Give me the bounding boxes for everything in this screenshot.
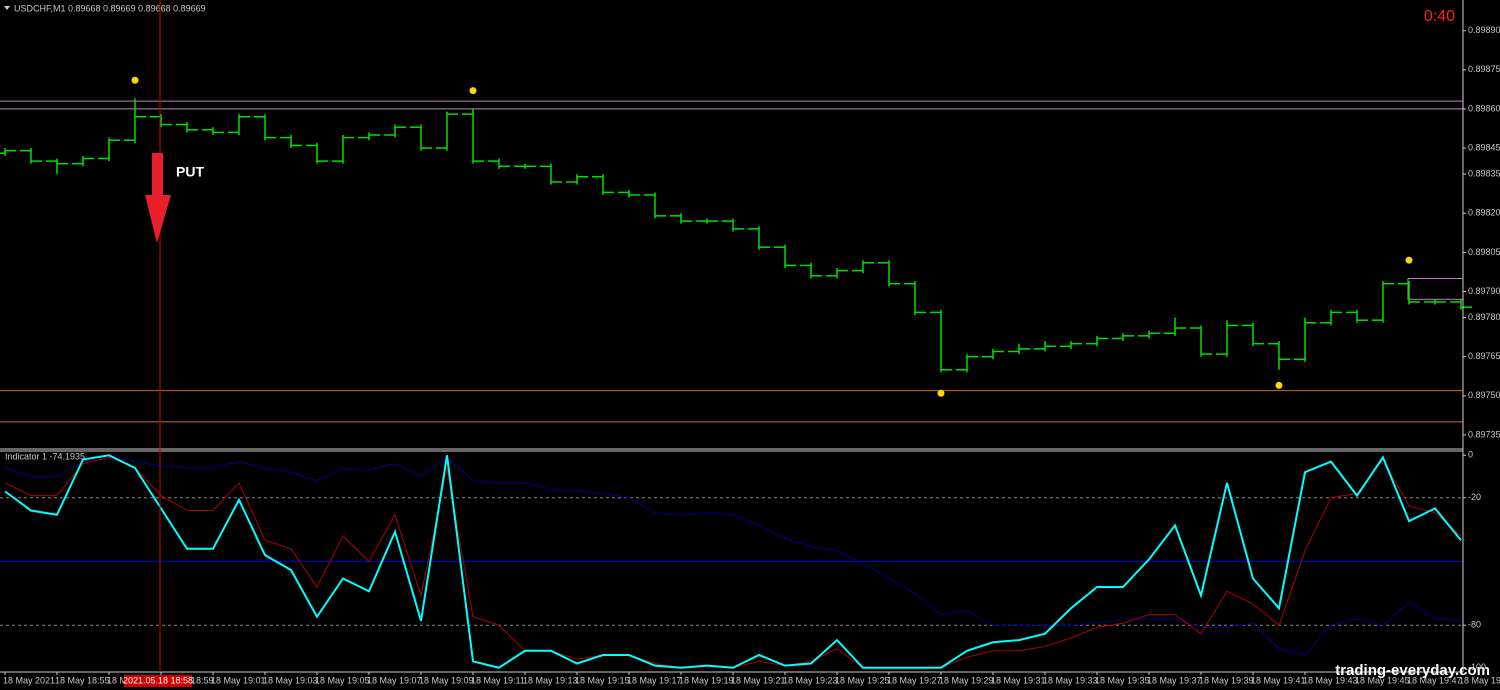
indicator-title: Indicator 1 -74.1935 — [5, 451, 85, 461]
x-tick-label: 18 May 19:17 — [627, 675, 682, 685]
y-tick-label: 0.89845 — [1468, 142, 1500, 152]
y-tick-label: 0 — [1468, 450, 1473, 460]
crosshair-label: 2021.05.18 18:58 — [123, 675, 193, 685]
x-tick-label: 18 May 19:01 — [211, 675, 266, 685]
indicator-line — [4, 454, 1462, 669]
x-tick-label: 18 May 19:39 — [1199, 675, 1254, 685]
x-tick-label: 18 May 19:27 — [887, 675, 942, 685]
x-tick-label: 18 May 18:55 — [55, 675, 110, 685]
y-tick-label: -20 — [1468, 492, 1481, 502]
indicator-line — [4, 454, 1462, 656]
y-tick-label: 0.89890 — [1468, 25, 1500, 35]
fractal-dot — [1405, 256, 1413, 264]
y-tick-label: 0.89860 — [1468, 103, 1500, 113]
chart-header: USDCHF,M1 0.89668 0.89669 0.89668 0.8966… — [14, 3, 206, 13]
x-tick-label: 18 May 19:13 — [523, 675, 578, 685]
y-tick-label: 0.89765 — [1468, 351, 1500, 361]
x-tick-label: 18 May 19:03 — [263, 675, 318, 685]
y-tick-label: -100 — [1468, 662, 1486, 672]
fractal-dot — [469, 87, 477, 95]
x-tick-label: 18 May 19:21 — [731, 675, 786, 685]
fractal-dot — [131, 76, 139, 84]
x-tick-label: 18 May 19:09 — [419, 675, 474, 685]
fractal-dot — [1275, 381, 1283, 389]
put-arrow — [145, 153, 171, 243]
x-tick-label: 18 May 19:31 — [991, 675, 1046, 685]
x-tick-label: 18 May 19:23 — [783, 675, 838, 685]
fractal-dot — [937, 389, 945, 397]
x-tick-label: 18 May 19:33 — [1043, 675, 1098, 685]
x-tick-label: 18 May 2021 — [3, 675, 55, 685]
x-tick-label: 18 May 19:45 — [1355, 675, 1410, 685]
y-tick-label: 0.89750 — [1468, 390, 1500, 400]
y-tick-label: 0.89780 — [1468, 312, 1500, 322]
x-tick-label: 18 May 19:05 — [315, 675, 370, 685]
x-tick-label: 18 May 19:35 — [1095, 675, 1150, 685]
y-tick-label: 0.89790 — [1468, 286, 1500, 296]
y-tick-label: 0.89835 — [1468, 169, 1500, 179]
menu-triangle[interactable] — [4, 6, 10, 10]
y-tick-label: 0.89805 — [1468, 247, 1500, 257]
x-tick-label: 18 May 19:49 — [1459, 675, 1500, 685]
x-tick-label: 18 May 19:25 — [835, 675, 890, 685]
x-tick-label: 18 May 19:15 — [575, 675, 630, 685]
x-tick-label: 18 May 19:43 — [1303, 675, 1358, 685]
y-tick-label: 0.89820 — [1468, 208, 1500, 218]
x-tick-label: 18 May 19:37 — [1147, 675, 1202, 685]
x-tick-label: 18 May 19:47 — [1407, 675, 1462, 685]
x-tick-label: 18 May 19:11 — [471, 675, 525, 685]
x-tick-label: 18 May 19:41 — [1251, 675, 1306, 685]
watermark: trading-everyday.com — [1335, 662, 1490, 679]
x-tick-label: 18 May 19:29 — [939, 675, 994, 685]
plot-area — [0, 76, 1472, 669]
y-tick-label: 0.89735 — [1468, 429, 1500, 439]
timer: 0:40 — [1424, 8, 1455, 25]
y-tick-label: 0.89875 — [1468, 64, 1500, 74]
y-tick-label: -80 — [1468, 620, 1481, 630]
x-tick-label: 18 May 19:07 — [367, 675, 422, 685]
signal-label: PUT — [176, 164, 204, 180]
crosshair-box — [124, 675, 192, 687]
x-tick-label: 18 May 19:19 — [679, 675, 734, 685]
